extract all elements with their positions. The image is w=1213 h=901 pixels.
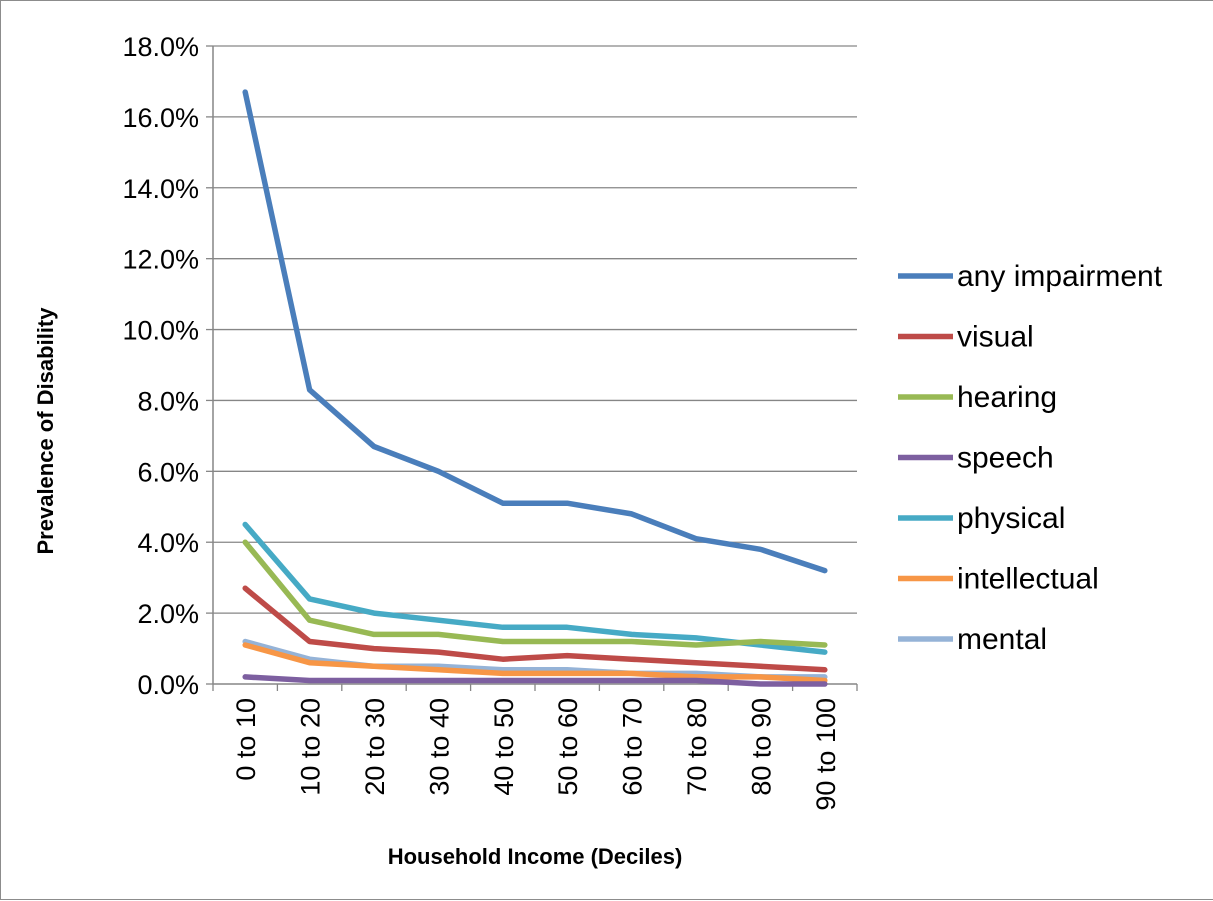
y-tick-label: 2.0% <box>137 599 199 629</box>
y-tick-label: 8.0% <box>137 386 199 416</box>
legend-label: visual <box>957 321 1034 354</box>
y-tick-label: 0.0% <box>137 670 199 700</box>
legend-label: mental <box>957 623 1047 656</box>
x-tick-label: 0 to 10 <box>231 698 261 781</box>
y-tick-label: 12.0% <box>122 245 199 275</box>
y-tick-labels: 0.0% 2.0% 4.0% 6.0% 8.0% 10.0% 12.0% 14.0% 16.0%… <box>122 32 199 700</box>
y-tick-label: 4.0% <box>137 528 199 558</box>
legend-label: physical <box>957 502 1065 535</box>
legend-label: any impairment <box>957 260 1163 293</box>
y-tick-label: 10.0% <box>122 316 199 346</box>
x-axis-title: Household Income (Deciles) <box>388 844 683 869</box>
x-tick-label: 80 to 90 <box>746 698 776 796</box>
x-tick-label: 30 to 40 <box>424 698 454 796</box>
gridlines <box>213 45 857 614</box>
series-line-speech <box>242 674 828 687</box>
y-tick-label: 6.0% <box>137 457 199 487</box>
legend-label: speech <box>957 442 1054 475</box>
x-tick-label: 60 to 70 <box>618 698 648 796</box>
legend-label: hearing <box>957 381 1057 414</box>
y-tick-label: 18.0% <box>122 32 199 62</box>
x-tick-label: 20 to 30 <box>360 698 390 796</box>
y-tick-label: 16.0% <box>122 103 199 133</box>
x-tick-label: 40 to 50 <box>489 698 519 796</box>
y-tick-label: 14.0% <box>122 174 199 204</box>
series-line-any-impairment <box>242 89 828 574</box>
x-tick-label: 90 to 100 <box>811 698 841 811</box>
x-tick-label: 10 to 20 <box>296 698 326 796</box>
series-lines <box>242 89 828 687</box>
series-line-visual <box>242 585 828 673</box>
legend-label: intellectual <box>957 563 1099 596</box>
y-axis-title: Prevalence of Disability <box>33 307 58 555</box>
x-tick-label: 70 to 80 <box>682 698 712 796</box>
x-tick-label: 50 to 60 <box>553 698 583 796</box>
series-line-hearing <box>242 539 828 648</box>
legend: any impairment visual hearing speech physica… <box>898 260 1163 656</box>
x-tick-labels: 0 to 10 10 to 20 20 to 30 30 to 40 40 to 50 5… <box>231 698 841 811</box>
series-line-intellectual <box>242 642 828 684</box>
